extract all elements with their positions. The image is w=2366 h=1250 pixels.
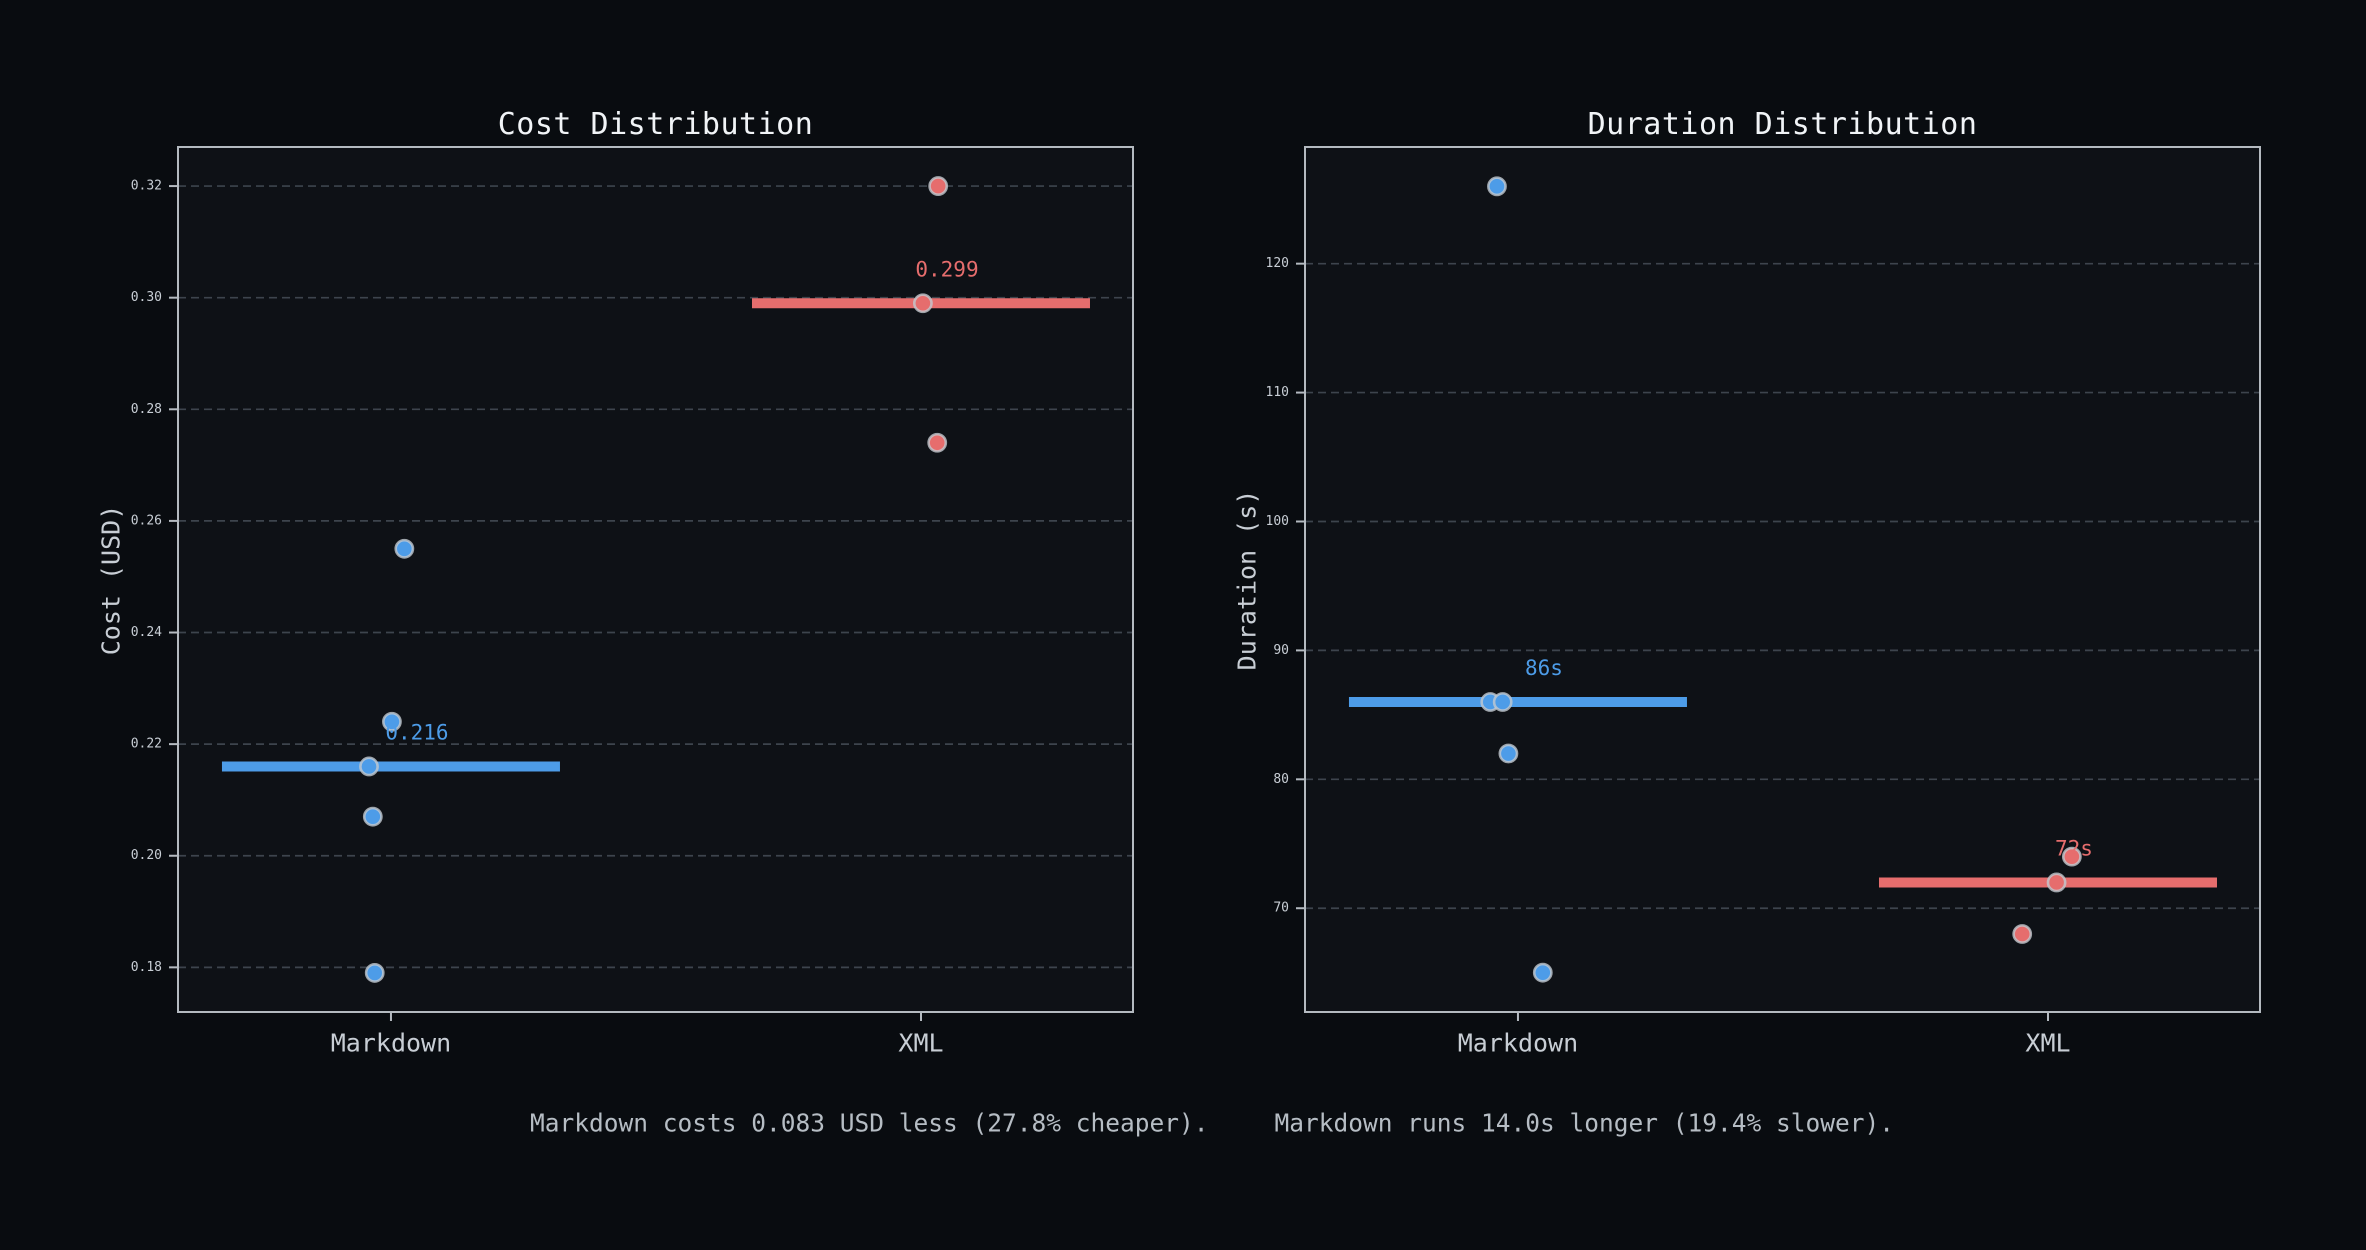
y-tick-label: 80: [1273, 772, 1289, 787]
median-value-label: 72s: [2055, 836, 2093, 860]
data-point: [1532, 962, 1553, 983]
y-tick-label: 0.32: [131, 179, 162, 194]
y-tick-label: 0.20: [131, 848, 162, 863]
median-value-label: 0.216: [385, 720, 448, 744]
plot-border: [1304, 146, 2261, 1013]
data-point: [359, 756, 379, 777]
x-tick-label: Markdown: [331, 1028, 451, 1057]
summary-annotation: Markdown costs 0.083 USD less (27.8% che…: [530, 1109, 1894, 1138]
plot-background: [178, 147, 1133, 1012]
subplot-1: 70 80 90 100 110 120 Markdown XML 86s 72s: [1266, 146, 2261, 1057]
y-tick-label: 0.18: [131, 960, 162, 975]
y-tick-label: 110: [1266, 385, 1289, 400]
data-point: [1498, 743, 1519, 764]
y-tick-label: 0.24: [131, 625, 162, 640]
data-point: [2061, 846, 2082, 867]
x-tick-label: Markdown: [1458, 1028, 1578, 1057]
cost-summary-text: Markdown costs 0.083 USD less (27.8% che…: [529, 1108, 1209, 1138]
data-point: [394, 538, 415, 559]
y-tick-label: 90: [1273, 643, 1289, 658]
data-point: [382, 711, 402, 732]
chart-title-cost: Cost Distribution: [497, 107, 814, 142]
data-point: [2012, 924, 2033, 944]
x-tick-label: XML: [898, 1028, 943, 1057]
duration-summary-text: Markdown runs 14.0s longer (19.4% slower…: [1274, 1108, 1895, 1138]
y-tick-label: 120: [1266, 256, 1289, 271]
subplot-0: 0.18 0.20 0.22 0.24 0.26 0.28 0.30 0.32 Markdown…: [131, 146, 1134, 1057]
data-point: [913, 293, 933, 314]
data-point: [362, 806, 383, 827]
y-tick-label: 0.30: [131, 290, 162, 305]
data-point: [927, 432, 948, 453]
plot-background: [1305, 147, 2260, 1012]
data-point: [1492, 692, 1513, 712]
data-point: [364, 963, 385, 983]
data-point: [2046, 872, 2067, 893]
plot-border: [177, 146, 1134, 1013]
y-tick-label: 70: [1273, 901, 1289, 916]
median-value-label: 0.299: [915, 257, 978, 281]
y-tick-label: 0.28: [131, 402, 162, 417]
data-point: [1487, 176, 1507, 197]
chart-title-duration: Duration Distribution: [1587, 107, 1978, 142]
y-tick-label: 100: [1266, 514, 1289, 529]
y-tick-label: 0.22: [131, 737, 162, 752]
x-tick-label: XML: [2025, 1028, 2070, 1057]
median-value-label: 86s: [1525, 656, 1563, 680]
data-point: [928, 176, 949, 196]
y-tick-label: 0.26: [131, 513, 162, 528]
